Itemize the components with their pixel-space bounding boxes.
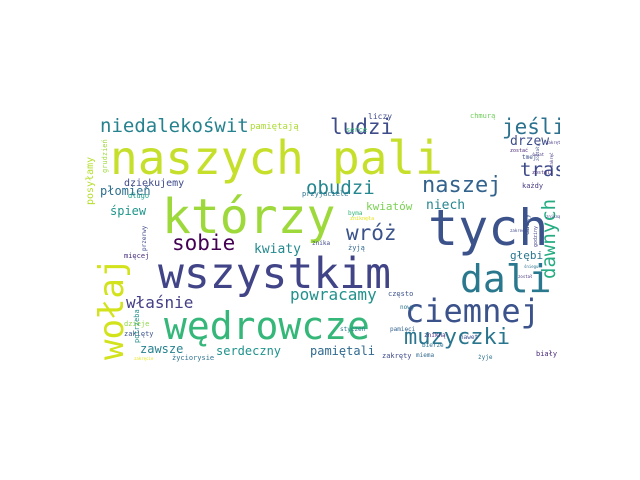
word-pamieci: pamięci [390,326,416,333]
word-serdeczny: serdeczny [216,344,282,358]
word-zakretem: zakrętem [546,140,560,145]
word-kazdy: każdy [522,182,544,190]
word-zostac: zostać [510,148,529,154]
word-drzew: drzew [510,134,550,149]
word-glebi: głębi [510,249,544,262]
word-zaklety: zaklęty [124,330,154,338]
word-naszych: naszych [110,131,304,185]
word-pamietali: pamiętali [310,344,376,358]
word-ktorzy: którzy [162,189,336,245]
word-mieje: mięcej [124,252,150,260]
word-dzieje: dzieje [124,320,150,328]
word-pali: pali [332,131,443,185]
word-wszystkim: wszystkim [158,249,391,299]
word-zakrecie: zakręcie [134,356,154,361]
word-potrzeba: potrzeba [133,309,141,343]
word-muzyczki: muzyczki [404,325,510,350]
word-sobie: sobie [172,231,236,255]
word-zakrety: zakręty [382,352,412,360]
word-bierze: bierze [422,342,444,349]
word-plomien: płomień [100,184,151,198]
word-swiat: świat [532,152,545,157]
word-dawnych: dawnych [538,198,560,279]
word-wolaj: wołaj [92,257,132,360]
word-zniknal: zniknął [546,214,560,219]
word-wedrowcze: wędrowcze [164,304,370,348]
word-posylamy: posyłamy [85,156,96,205]
word-kwiatow: kwiatów [366,200,413,213]
word-styczen: styczeń [340,326,366,333]
word-cloud: naszych pali którzy tych wszystkim wędro… [80,105,560,375]
word-godziny: godziny [533,225,539,247]
word-zakrec: zakręć [549,152,554,167]
word-liczy: liczy [368,112,393,121]
word-tmej: tmej [522,154,537,161]
word-wlasnie: właśnie [126,293,194,312]
word-ciemnej: ciemnej [405,292,540,330]
word-sniegu: śniegu [524,264,539,269]
word-tych: tych [428,199,549,257]
word-chmura: chmurą [470,112,496,120]
word-zakrecie2: zakrecie [510,228,530,233]
word-miema: miema [416,352,435,359]
word-nowy: nowy [400,304,415,311]
word-naszej: naszej [422,173,502,198]
word-obudzi: obudzi [306,177,375,199]
word-kwiaty: kwiaty [254,242,301,257]
word-tras: tras [520,159,560,181]
word-dali: dali [460,257,552,301]
word-przyjaciele: przyjaciele [302,190,349,198]
word-czesto: często [388,290,414,298]
word-grudzien: grudzień [101,139,109,173]
word-przerwy: przerwy [141,225,148,251]
word-zawsze: zawsze [140,342,184,356]
word-dziekujemy: dziękujemy [124,178,185,189]
word-jesli: jeśli [502,115,560,139]
word-ludzi: ludzi [330,115,394,139]
word-pamietaja: pamiętają [250,122,299,132]
word-znika: znika [312,240,331,247]
word-spiew: śpiew [110,204,147,218]
word-zyja: żyją [348,244,365,252]
word-dlugo: długo [128,192,150,200]
word-byma: byma [348,210,363,217]
word-zostal: został [518,274,533,279]
word-zniknela: zniknęła [350,216,375,222]
word-nawet: nawet [460,334,479,341]
word-zostali: zostali [532,170,554,176]
word-zyje: żyje [478,354,493,361]
word-bialy: biały [536,350,558,358]
word-niedalekoswit: niedalekoświt [100,115,249,137]
word-serce: serce [346,126,368,134]
word-wroz: wróż [346,221,397,245]
word-powracamy: powracamy [290,285,377,304]
word-niech: niech [426,198,466,213]
word-znikna: znikną [424,332,446,339]
word-zyciorysie: życiorysie [172,354,215,362]
